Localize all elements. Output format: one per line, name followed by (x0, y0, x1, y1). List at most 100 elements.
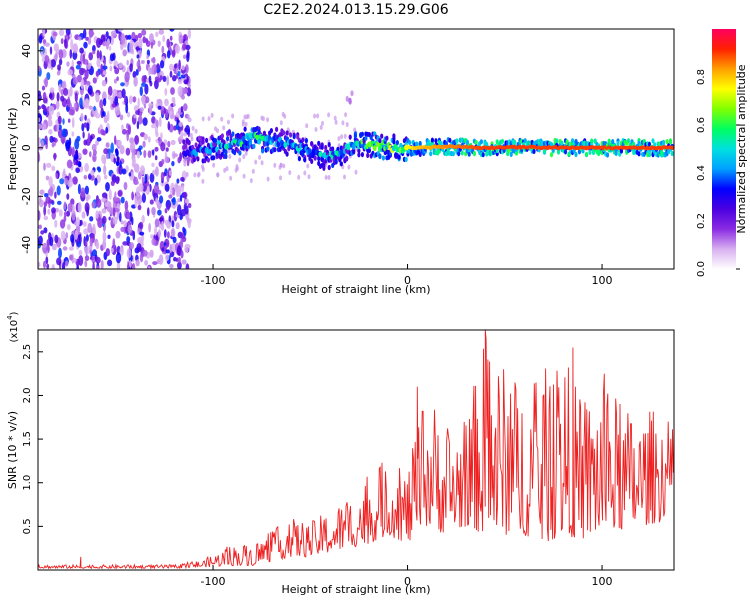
ridge-cell (481, 152, 485, 158)
noise-cell (144, 173, 148, 184)
noise-cell (170, 139, 176, 146)
noise-cell (78, 255, 84, 266)
noise-cell (107, 85, 113, 97)
noise-cell (176, 178, 180, 184)
noise-cell (133, 180, 139, 185)
noise-cell (63, 211, 68, 217)
noise-cell (138, 145, 143, 150)
noise-cell (96, 137, 102, 142)
noise-cell (99, 99, 104, 109)
noise-cell (120, 82, 125, 87)
noise-cell (160, 171, 165, 181)
noise-cell (173, 210, 178, 222)
noise-cell (47, 119, 53, 127)
noise-cell (84, 69, 89, 80)
noise-cell (158, 254, 164, 265)
noise-cell (42, 39, 47, 44)
noise-cell (89, 238, 93, 247)
noise-cell (60, 95, 65, 102)
noise-cell (49, 46, 53, 55)
ridge-cell (637, 151, 641, 157)
noise-cell (59, 219, 66, 229)
noise-cell (84, 202, 90, 213)
noise-cell (159, 195, 164, 204)
noise-cell (96, 58, 101, 68)
noise-cell (142, 140, 146, 148)
noise-cell (145, 40, 151, 47)
noise-cell (127, 34, 132, 40)
noise-cell (128, 95, 133, 105)
noise-cell (164, 88, 168, 96)
noise-cell (129, 260, 132, 269)
noise-cell (183, 203, 187, 211)
ridge-cell (430, 137, 434, 143)
noise-cell (101, 197, 107, 203)
ridge-cell (352, 149, 356, 155)
feature-cell (350, 90, 354, 97)
noise-cell (149, 199, 154, 205)
noise-cell (172, 153, 178, 158)
noise-cell (78, 249, 83, 256)
noise-cell (181, 94, 185, 100)
ridge-cell (196, 156, 200, 162)
noise-cell (112, 216, 118, 225)
noise-cell (193, 172, 197, 178)
noise-cell (207, 116, 211, 122)
ridge-cell (275, 126, 279, 132)
noise-cell (113, 60, 119, 67)
noise-cell (141, 176, 145, 184)
noise-cell (43, 105, 47, 112)
noise-cell (58, 58, 63, 66)
noise-cell (120, 226, 126, 232)
noise-cell (132, 263, 136, 269)
noise-cell (162, 75, 167, 82)
noise-cell (183, 161, 187, 167)
noise-cell (161, 45, 165, 54)
noise-cell (180, 250, 184, 259)
noise-cell (51, 243, 57, 251)
noise-cell (120, 43, 124, 51)
noise-cell (83, 174, 88, 180)
y-tick-label: 0 (20, 144, 33, 151)
noise-cell (61, 128, 67, 138)
noise-cell (279, 120, 283, 126)
noise-cell (93, 105, 96, 112)
noise-cell (82, 100, 87, 108)
ridge-cell (252, 143, 256, 149)
ridge-cell (465, 139, 469, 145)
ridge-cell (243, 126, 247, 132)
ridge-cell (212, 155, 216, 161)
y-tick-label: 0.5 (22, 518, 33, 534)
noise-cell (57, 64, 61, 71)
noise-cell (172, 236, 177, 244)
noise-cell (124, 95, 127, 105)
noise-cell (83, 41, 88, 49)
noise-cell (101, 111, 106, 117)
ridge-cell (339, 161, 343, 167)
noise-cell (116, 76, 119, 81)
ridge-cell (500, 138, 505, 144)
noise-cell (160, 132, 163, 140)
noise-cell (177, 231, 183, 239)
noise-cell (70, 234, 75, 243)
noise-cell (76, 74, 83, 83)
noise-cell (164, 156, 170, 164)
noise-cell (48, 105, 55, 116)
noise-cell (142, 36, 146, 44)
ridge-cell (334, 159, 338, 165)
noise-cell (125, 147, 131, 156)
noise-cell (108, 216, 111, 221)
noise-cell (124, 200, 129, 211)
noise-cell (148, 136, 151, 143)
noise-cell (113, 78, 117, 84)
noise-cell (105, 31, 109, 38)
noise-cell (150, 234, 154, 239)
noise-cell (175, 222, 180, 230)
noise-cell (135, 186, 140, 197)
ridge-cell (282, 130, 286, 136)
noise-cell (49, 135, 54, 143)
noise-cell (138, 221, 144, 230)
noise-cell (119, 212, 122, 222)
ridge-cell (378, 153, 382, 159)
noise-cell (56, 185, 61, 196)
